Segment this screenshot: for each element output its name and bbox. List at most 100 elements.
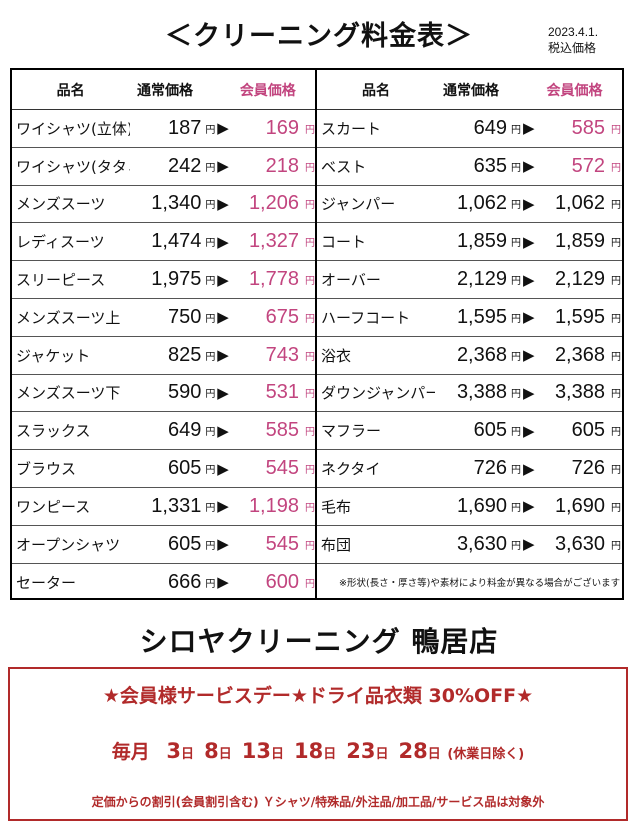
item-name: ブラウス [16,460,77,479]
table-row: ワンピース 1,331 円 ▶ 1,198 円 [12,488,315,526]
member-price: 3,388 [554,381,605,404]
header-member-price: 会員価格 [546,82,603,99]
service-day: 3日 [166,739,195,763]
yen-unit: 円 [511,276,521,288]
item-name: ダウンジャンパー [321,384,435,403]
yen-unit: 円 [611,162,621,174]
item-name: メンズスーツ下 [16,384,121,403]
item-name: スカート [321,119,382,138]
yen-unit: 円 [611,502,621,514]
table-row: メンズスーツ下 590 円 ▶ 531 円 [12,375,315,413]
header-member-price: 会員価格 [239,82,296,99]
rows-left: ワイシャツ(立体)187円▶169円ワイシャツ(タタミ)242円▶218円メンズ… [12,110,315,601]
yen-unit: 円 [205,313,216,325]
service-day: 8日 [204,739,232,763]
arrow-icon: ▶ [217,270,229,289]
item-name: ネクタイ [321,460,381,479]
member-price: 1,859 [554,230,605,253]
yen-unit: 円 [205,540,216,552]
yen-unit: 円 [305,200,315,212]
yen-unit: 円 [611,276,621,288]
regular-price: 2,129 [456,268,507,291]
table-row: オーバー 2,129 円 ▶ 2,129 円 [317,261,622,299]
table-row: メンズスーツ上 750 円 ▶ 675 円 [12,299,315,337]
yen-unit: 円 [305,351,315,363]
member-price: 2,368 [554,343,605,366]
regular-price: 825 [167,343,202,366]
tax-included-note: 税込価格 [548,41,597,55]
yen-unit: 円 [205,465,216,477]
service-day: 18日 [293,739,337,763]
table-row: ブラウス 605 円 ▶ 545 円 [12,450,315,488]
yen-unit: 円 [205,238,216,250]
table-row: ジャケット 825 円 ▶ 743 円 [12,337,315,375]
table-header-right: 品名 通常価格 会員価格 [317,70,622,110]
arrow-icon: ▶ [523,383,535,402]
arrow-icon: ▶ [217,194,229,213]
yen-unit: 円 [511,238,521,250]
yen-unit: 円 [611,540,621,552]
arrow-icon: ▶ [523,194,535,213]
table-row: セーター 666 円 ▶ 600 円 [12,564,315,602]
yen-unit: 円 [305,389,315,401]
table-row: ハーフコート 1,595 円 ▶ 1,595 円 [317,299,622,337]
arrow-icon: ▶ [217,119,229,138]
yen-unit: 円 [611,313,621,325]
promo-headline: ★会員様サービスデー★ドライ品衣類 30%OFF★ [102,685,534,707]
item-name: ベスト [321,157,367,176]
item-name: セーター [16,573,77,592]
regular-price: 726 [473,457,507,480]
rows-right: スカート 649 円 ▶ 585 円ベスト 635 円 ▶ 572 円ジャンパー 1,062 円 ▶ 1,0… [317,110,622,601]
regular-price: 635 [473,154,507,177]
service-day: 23日 [346,739,389,763]
member-price: 2,129 [554,268,605,291]
yen-unit: 円 [511,389,521,401]
item-name: メンズスーツ [16,195,106,214]
service-day: 28日 [398,739,441,763]
arrow-icon: ▶ [217,232,229,251]
yen-unit: 円 [511,124,521,136]
member-price: 531 [265,381,299,404]
member-price: 1,198 [248,494,299,517]
regular-price: 1,859 [456,230,507,253]
arrow-icon: ▶ [523,346,535,365]
yen-unit: 円 [511,351,521,363]
item-name: コート [321,233,367,252]
yen-unit: 円 [205,578,216,590]
item-name: メンズスーツ上 [16,308,121,327]
member-price: 572 [571,154,605,177]
header-regular-price: 通常価格 [443,82,499,99]
regular-price: 2,368 [456,343,507,366]
member-price: 605 [571,419,605,442]
member-price: 545 [265,457,299,480]
table-row: ベスト 635 円 ▶ 572 円 [317,148,622,186]
shop-name: シロヤクリーニング 鴨居店 [139,625,499,658]
regular-price: 1,975 [151,268,202,291]
yen-unit: 円 [305,162,315,174]
yen-unit: 円 [611,238,621,250]
regular-price: 1,062 [456,192,507,215]
item-name: ワイシャツ(タタミ) [16,157,130,176]
table-row: ジャンパー 1,062 円 ▶ 1,062 円 [317,186,622,224]
regular-price: 187 [167,116,202,139]
table-row: マフラー 605 円 ▶ 605 円 [317,412,622,451]
table-row: コート 1,859 円 ▶ 1,859 円 [317,223,622,262]
item-name: 毛布 [321,497,352,516]
member-price: 169 [265,116,299,139]
yen-unit: 円 [511,313,521,325]
item-name: ワイシャツ(立体) [16,119,130,138]
price-table: 品名 通常価格 会員価格 ワイシャツ(立体)187円▶169円ワイシャツ(タタミ… [10,68,624,600]
arrow-icon: ▶ [217,308,229,327]
regular-price: 605 [473,419,507,442]
regular-price: 1,595 [456,305,507,328]
member-price: 1,062 [554,192,605,215]
arrow-icon: ▶ [523,308,535,327]
arrow-icon: ▶ [217,535,229,554]
yen-unit: 円 [511,162,521,174]
yen-unit: 円 [205,124,216,136]
regular-price: 590 [167,381,202,404]
regular-price: 750 [167,305,202,328]
yen-unit: 円 [611,124,621,136]
effective-date: 2023.4.1. [548,25,599,39]
page-title: ＜クリーニング料金表＞ [165,21,473,52]
